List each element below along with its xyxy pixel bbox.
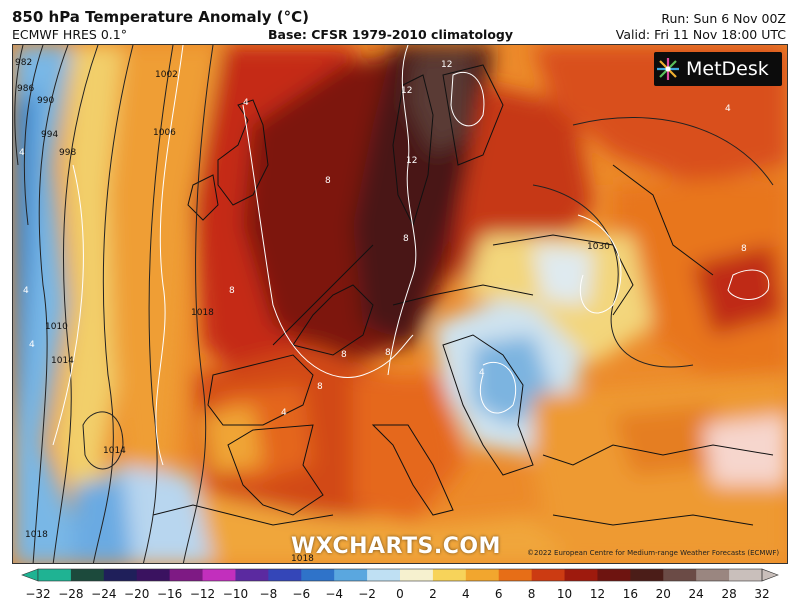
- colorbar-tick-label: 24: [688, 587, 704, 601]
- wxcharts-watermark: WXCHARTS.COM: [291, 534, 501, 559]
- isobar-label: 1014: [51, 356, 74, 366]
- anomaly-label: 4: [23, 286, 29, 296]
- isobar-label: 986: [17, 84, 34, 94]
- colorbar-outline: [37, 568, 763, 582]
- anomaly-label: 4: [725, 104, 731, 114]
- colorbar-right-arrow: [761, 568, 779, 582]
- colorbar-segment: [169, 569, 204, 581]
- anomaly-label: 4: [19, 148, 25, 158]
- colorbar-tick-label: −20: [124, 587, 150, 601]
- colorbar-tick-label: −28: [58, 587, 84, 601]
- colorbar-segment: [432, 569, 467, 581]
- colorbar-segment: [531, 569, 566, 581]
- colorbar-tick-label: −6: [292, 587, 311, 601]
- colorbar-tick-label: 28: [721, 587, 737, 601]
- chart-title: 850 hPa Temperature Anomaly (°C): [12, 8, 309, 26]
- isobar-label: 1006: [153, 128, 176, 138]
- isobar-label: 1010: [45, 322, 68, 332]
- isobar-label: 1018: [291, 554, 314, 564]
- anomaly-label: 4: [29, 340, 35, 350]
- colorbar-tick-label: −24: [91, 587, 117, 601]
- anomaly-label-layer: 12 12 12 8 8 8 8 8 8 4 4 4 4 4 4 4 8: [19, 60, 747, 418]
- isobar-label: 982: [15, 58, 32, 68]
- metdesk-logo-text: MetDesk: [686, 58, 769, 80]
- colorbar-segment: [70, 569, 105, 581]
- colorbar-segment: [136, 569, 171, 581]
- anomaly-label: 4: [281, 408, 287, 418]
- colorbar-segment: [597, 569, 631, 581]
- temperature-field: [13, 45, 787, 563]
- isobar-label: 1014: [103, 446, 126, 456]
- anomaly-label: 12: [401, 86, 412, 96]
- copyright-notice: ©2022 European Centre for Medium-range W…: [527, 549, 780, 557]
- run-time-label: Run: Sun 6 Nov 00Z: [661, 11, 786, 26]
- colorbar-segment: [696, 569, 730, 581]
- colorbar-tick-label: −4: [325, 587, 344, 601]
- colorbar: −32 −28 −24 −20 −16 −12 −10 −8 −6 −4 −2 0 2 4 6 8 10 12 16…: [20, 567, 780, 607]
- colorbar-segment: [564, 569, 598, 581]
- colorbar-tick-label: 16: [622, 587, 638, 601]
- colorbar-segment: [334, 569, 368, 581]
- colorbar-tick-label: 32: [754, 587, 770, 601]
- anomaly-label: 8: [385, 348, 391, 358]
- colorbar-segment: [301, 569, 335, 581]
- isobar-label: 998: [59, 148, 76, 158]
- colorbar-tick-label: −12: [189, 587, 216, 601]
- colorbar-segment: [729, 569, 763, 581]
- colorbar-tick-label: −16: [156, 587, 183, 601]
- colorbar-segment: [268, 569, 302, 581]
- anomaly-map: 982 986 990 994 998 1002 1006 1010 1014 …: [12, 44, 788, 564]
- colorbar-segment: [400, 569, 434, 581]
- colorbar-segment: [498, 569, 533, 581]
- colorbar-segment: [38, 569, 72, 581]
- anomaly-label: 12: [441, 60, 452, 70]
- anomaly-label: 8: [317, 382, 323, 392]
- metdesk-star-icon: [657, 58, 679, 80]
- model-label: ECMWF HRES 0.1°: [12, 27, 127, 42]
- metdesk-logo: MetDesk: [654, 52, 782, 86]
- colorbar-tick-label: 8: [527, 587, 536, 601]
- anomaly-label: 8: [325, 176, 331, 186]
- anomaly-label: 4: [243, 98, 249, 108]
- anomaly-label: 8: [741, 244, 747, 254]
- anomaly-label: 8: [229, 286, 235, 296]
- colorbar-segment: [663, 569, 697, 581]
- colorbar-segment: [235, 569, 269, 581]
- isobar-label: 1030: [587, 242, 610, 252]
- colorbar-tick-label: 2: [429, 587, 437, 601]
- colorbar-tick-label: 20: [655, 587, 671, 601]
- colorbar-segment: [202, 569, 236, 581]
- colorbar-tick-label: 0: [396, 587, 404, 601]
- colorbar-tick-label: 10: [556, 587, 573, 601]
- colorbar-left-arrow: [21, 568, 39, 582]
- colorbar-tick-label: −32: [25, 587, 51, 601]
- colorbar-segment: [103, 569, 138, 581]
- anomaly-contours: [52, 45, 770, 466]
- isobars: [14, 45, 774, 563]
- colorbar-tick-label: −10: [222, 587, 249, 601]
- colorbar-gradient: [21, 568, 779, 582]
- valid-time-label: Valid: Fri 11 Nov 18:00 UTC: [615, 27, 786, 42]
- isobar-label-layer: 982 986 990 994 998 1002 1006 1010 1014 …: [15, 58, 610, 564]
- colorbar-segment: [630, 569, 664, 581]
- colorbar-tick-label: −8: [259, 587, 278, 601]
- anomaly-label: 12: [406, 156, 417, 166]
- isobar-label: 994: [41, 130, 58, 140]
- isobar-label: 1018: [25, 530, 48, 540]
- isobar-label: 990: [37, 96, 54, 106]
- base-climatology-label: Base: CFSR 1979-2010 climatology: [268, 27, 514, 42]
- colorbar-segment: [465, 569, 500, 581]
- colorbar-segment: [367, 569, 401, 581]
- anomaly-label: 8: [341, 350, 347, 360]
- anomaly-label: 8: [403, 234, 409, 244]
- colorbar-tick-label: 4: [461, 587, 470, 601]
- isobar-label: 1018: [191, 308, 214, 318]
- isobar-label: 1002: [155, 70, 178, 80]
- colorbar-tick-label: 12: [589, 587, 606, 601]
- colorbar-tick-label: 6: [494, 587, 503, 601]
- colorbar-tick-label: −2: [358, 587, 376, 601]
- anomaly-label: 4: [479, 368, 485, 378]
